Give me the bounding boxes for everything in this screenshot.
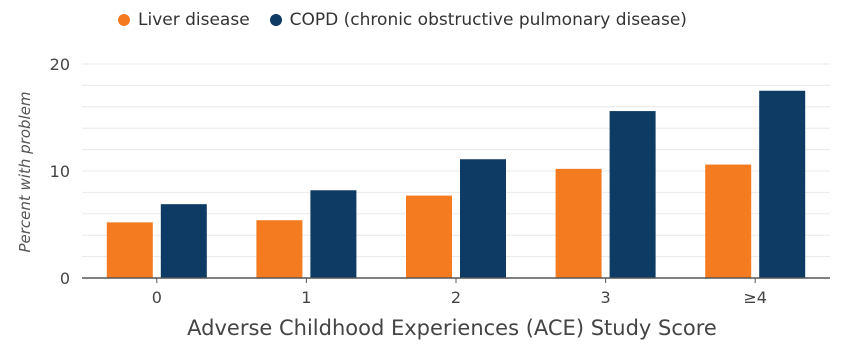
y-tick-label: 0 bbox=[60, 269, 70, 288]
legend-swatch-copd bbox=[269, 14, 282, 26]
x-tick-label: 3 bbox=[601, 288, 611, 307]
y-axis-label: Percent with problem bbox=[16, 91, 34, 252]
x-axis-label: Adverse Childhood Experiences (ACE) Stud… bbox=[187, 316, 717, 340]
x-tick-label: 1 bbox=[301, 288, 311, 307]
bar-liver-disease bbox=[256, 220, 303, 278]
bar-liver-disease bbox=[555, 168, 602, 278]
legend-label-liver-disease: Liver disease bbox=[138, 10, 250, 30]
bar-liver-disease bbox=[106, 222, 153, 278]
legend: Liver disease COPD (chronic obstructive … bbox=[118, 10, 707, 30]
x-tick-label: 0 bbox=[152, 288, 162, 307]
bar-copd bbox=[609, 111, 656, 278]
bar-copd bbox=[460, 159, 506, 278]
legend-item-copd: COPD (chronic obstructive pulmonary dise… bbox=[269, 10, 687, 30]
y-tick-label: 10 bbox=[50, 162, 70, 181]
x-tick-label: 2 bbox=[451, 288, 461, 307]
bar-copd bbox=[160, 204, 207, 278]
y-tick-label: 20 bbox=[50, 55, 70, 74]
bar-liver-disease bbox=[705, 164, 752, 278]
legend-label-copd: COPD (chronic obstructive pulmonary dise… bbox=[289, 10, 687, 30]
bar-liver-disease bbox=[406, 195, 452, 278]
bar-copd bbox=[310, 190, 357, 278]
bar-copd bbox=[759, 90, 806, 278]
legend-item-liver-disease: Liver disease bbox=[118, 10, 250, 30]
x-tick-label: ≥4 bbox=[743, 288, 767, 307]
legend-swatch-liver-disease bbox=[118, 14, 130, 26]
